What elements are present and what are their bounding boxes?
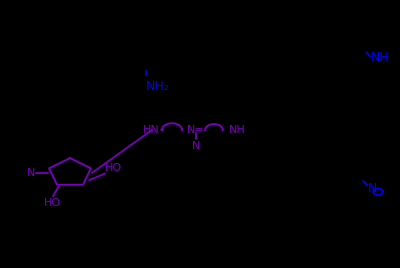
Text: N=: N= — [187, 125, 204, 135]
Text: HO: HO — [44, 198, 61, 208]
Text: N: N — [192, 141, 200, 151]
Text: HN: HN — [143, 125, 160, 135]
Text: NH: NH — [371, 51, 390, 64]
Text: NH: NH — [229, 125, 246, 135]
Text: NH₂: NH₂ — [146, 80, 170, 94]
Text: N: N — [368, 183, 377, 195]
Text: HO: HO — [105, 163, 122, 173]
Text: N: N — [27, 168, 35, 178]
